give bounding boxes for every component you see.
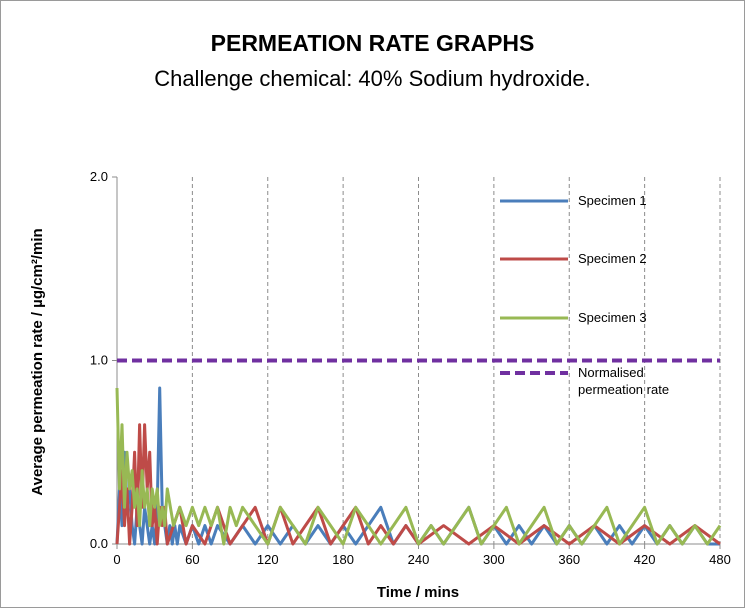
x-tick-label: 360	[558, 552, 580, 567]
x-tick-label: 300	[483, 552, 505, 567]
chart-title: PERMEATION RATE GRAPHS	[210, 30, 535, 56]
legend-label-3: Specimen 3	[578, 310, 647, 325]
chart-subtitle: Challenge chemical: 40% Sodium hydroxide…	[154, 66, 591, 91]
legend-label-line: Normalised	[578, 365, 644, 380]
tick-labels: 0.0 1.0 2.0 0 60 120 180 240 300 360 420 480	[90, 169, 731, 567]
legend-label-line: Specimen 2	[578, 251, 647, 266]
series-lines	[115, 358, 722, 546]
y-axis-title: Average permeation rate / µg/cm²/min	[29, 228, 46, 495]
legend-label-line: Specimen 3	[578, 310, 647, 325]
x-tick-label: 60	[185, 552, 199, 567]
series-line-2	[115, 423, 721, 546]
legend-label-4: Normalised permeation rate	[578, 365, 669, 397]
x-tick-label: 180	[332, 552, 354, 567]
x-tick-label: 120	[257, 552, 279, 567]
legend: Specimen 1 Specimen 2 Specimen 3 Normalised…	[500, 193, 669, 397]
series-line-3	[115, 387, 722, 546]
x-tick-label: 420	[634, 552, 656, 567]
legend-label-1: Specimen 1	[578, 193, 647, 208]
y-tick-label: 0.0	[90, 536, 108, 551]
y-tick-label: 1.0	[90, 353, 108, 368]
x-tick-label: 480	[709, 552, 731, 567]
legend-label-line: permeation rate	[578, 382, 669, 397]
legend-label-2: Specimen 2	[578, 251, 647, 266]
x-axis-title: Time / mins	[377, 584, 459, 601]
x-tick-label: 0	[113, 552, 120, 567]
x-tick-label: 240	[408, 552, 430, 567]
axes	[112, 176, 721, 549]
y-tick-label: 2.0	[90, 169, 108, 184]
legend-label-line: Specimen 1	[578, 193, 647, 208]
